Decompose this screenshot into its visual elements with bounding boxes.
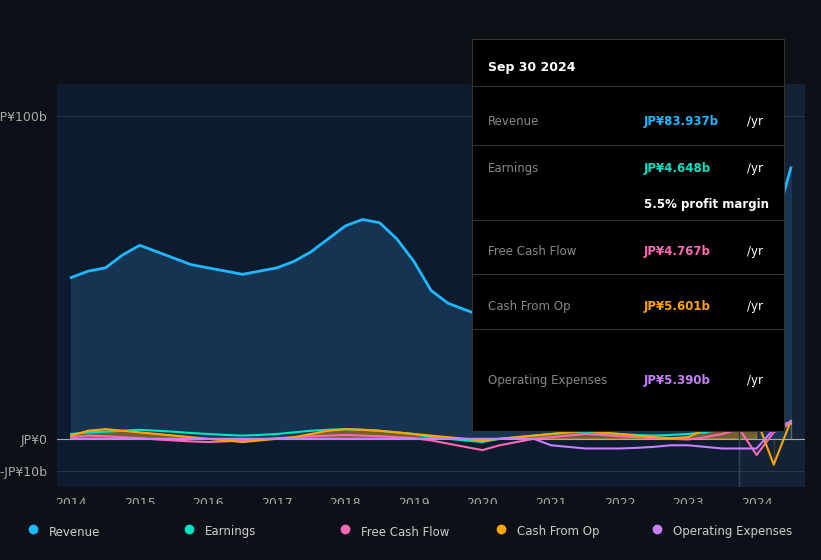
Text: Earnings: Earnings <box>488 162 539 175</box>
Text: 5.5% profit margin: 5.5% profit margin <box>644 198 768 211</box>
Text: JP¥5.390b: JP¥5.390b <box>644 374 710 387</box>
Text: JP¥5.601b: JP¥5.601b <box>644 300 710 312</box>
Text: /yr: /yr <box>746 374 763 387</box>
Text: Free Cash Flow: Free Cash Flow <box>361 525 450 539</box>
Text: /yr: /yr <box>746 115 763 128</box>
Text: Operating Expenses: Operating Expenses <box>673 525 792 539</box>
Text: /yr: /yr <box>746 162 763 175</box>
Text: /yr: /yr <box>746 300 763 312</box>
Text: JP¥4.767b: JP¥4.767b <box>644 245 710 258</box>
Text: Cash From Op: Cash From Op <box>488 300 570 312</box>
Text: Operating Expenses: Operating Expenses <box>488 374 607 387</box>
Text: JP¥4.648b: JP¥4.648b <box>644 162 711 175</box>
Text: Cash From Op: Cash From Op <box>517 525 599 539</box>
Text: Earnings: Earnings <box>205 525 257 539</box>
Text: Revenue: Revenue <box>49 525 101 539</box>
Text: Free Cash Flow: Free Cash Flow <box>488 245 576 258</box>
Text: JP¥83.937b: JP¥83.937b <box>644 115 718 128</box>
Text: Sep 30 2024: Sep 30 2024 <box>488 60 576 73</box>
Text: Revenue: Revenue <box>488 115 539 128</box>
Text: /yr: /yr <box>746 245 763 258</box>
Bar <box>740 84 805 487</box>
